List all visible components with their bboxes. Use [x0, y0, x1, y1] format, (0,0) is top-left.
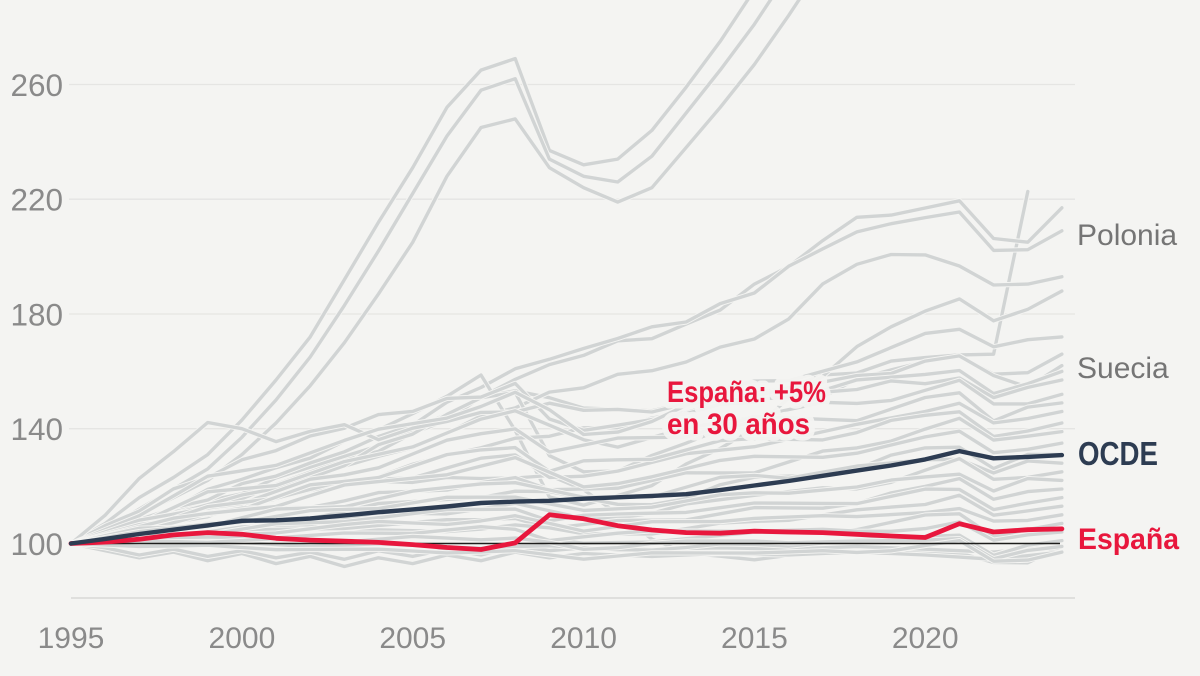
svg-text:2005: 2005 — [379, 622, 446, 655]
svg-text:220: 220 — [10, 182, 63, 218]
svg-text:Suecia: Suecia — [1077, 352, 1169, 385]
svg-text:100: 100 — [10, 526, 63, 562]
svg-text:2020: 2020 — [892, 622, 959, 655]
svg-text:1995: 1995 — [38, 622, 105, 655]
svg-text:España: España — [1078, 523, 1179, 556]
svg-text:2010: 2010 — [550, 622, 617, 655]
svg-text:Polonia: Polonia — [1077, 219, 1177, 252]
svg-text:260: 260 — [10, 67, 63, 103]
svg-text:180: 180 — [10, 297, 63, 333]
svg-text:España: +5%en 30 años: España: +5% en 30 años — [667, 376, 826, 441]
svg-text:2000: 2000 — [209, 622, 276, 655]
svg-text:140: 140 — [10, 411, 63, 447]
svg-text:OCDE: OCDE — [1078, 435, 1158, 472]
svg-text:España: +5%en 30 años: España: +5% en 30 años — [667, 376, 826, 441]
svg-text:2015: 2015 — [721, 622, 788, 655]
